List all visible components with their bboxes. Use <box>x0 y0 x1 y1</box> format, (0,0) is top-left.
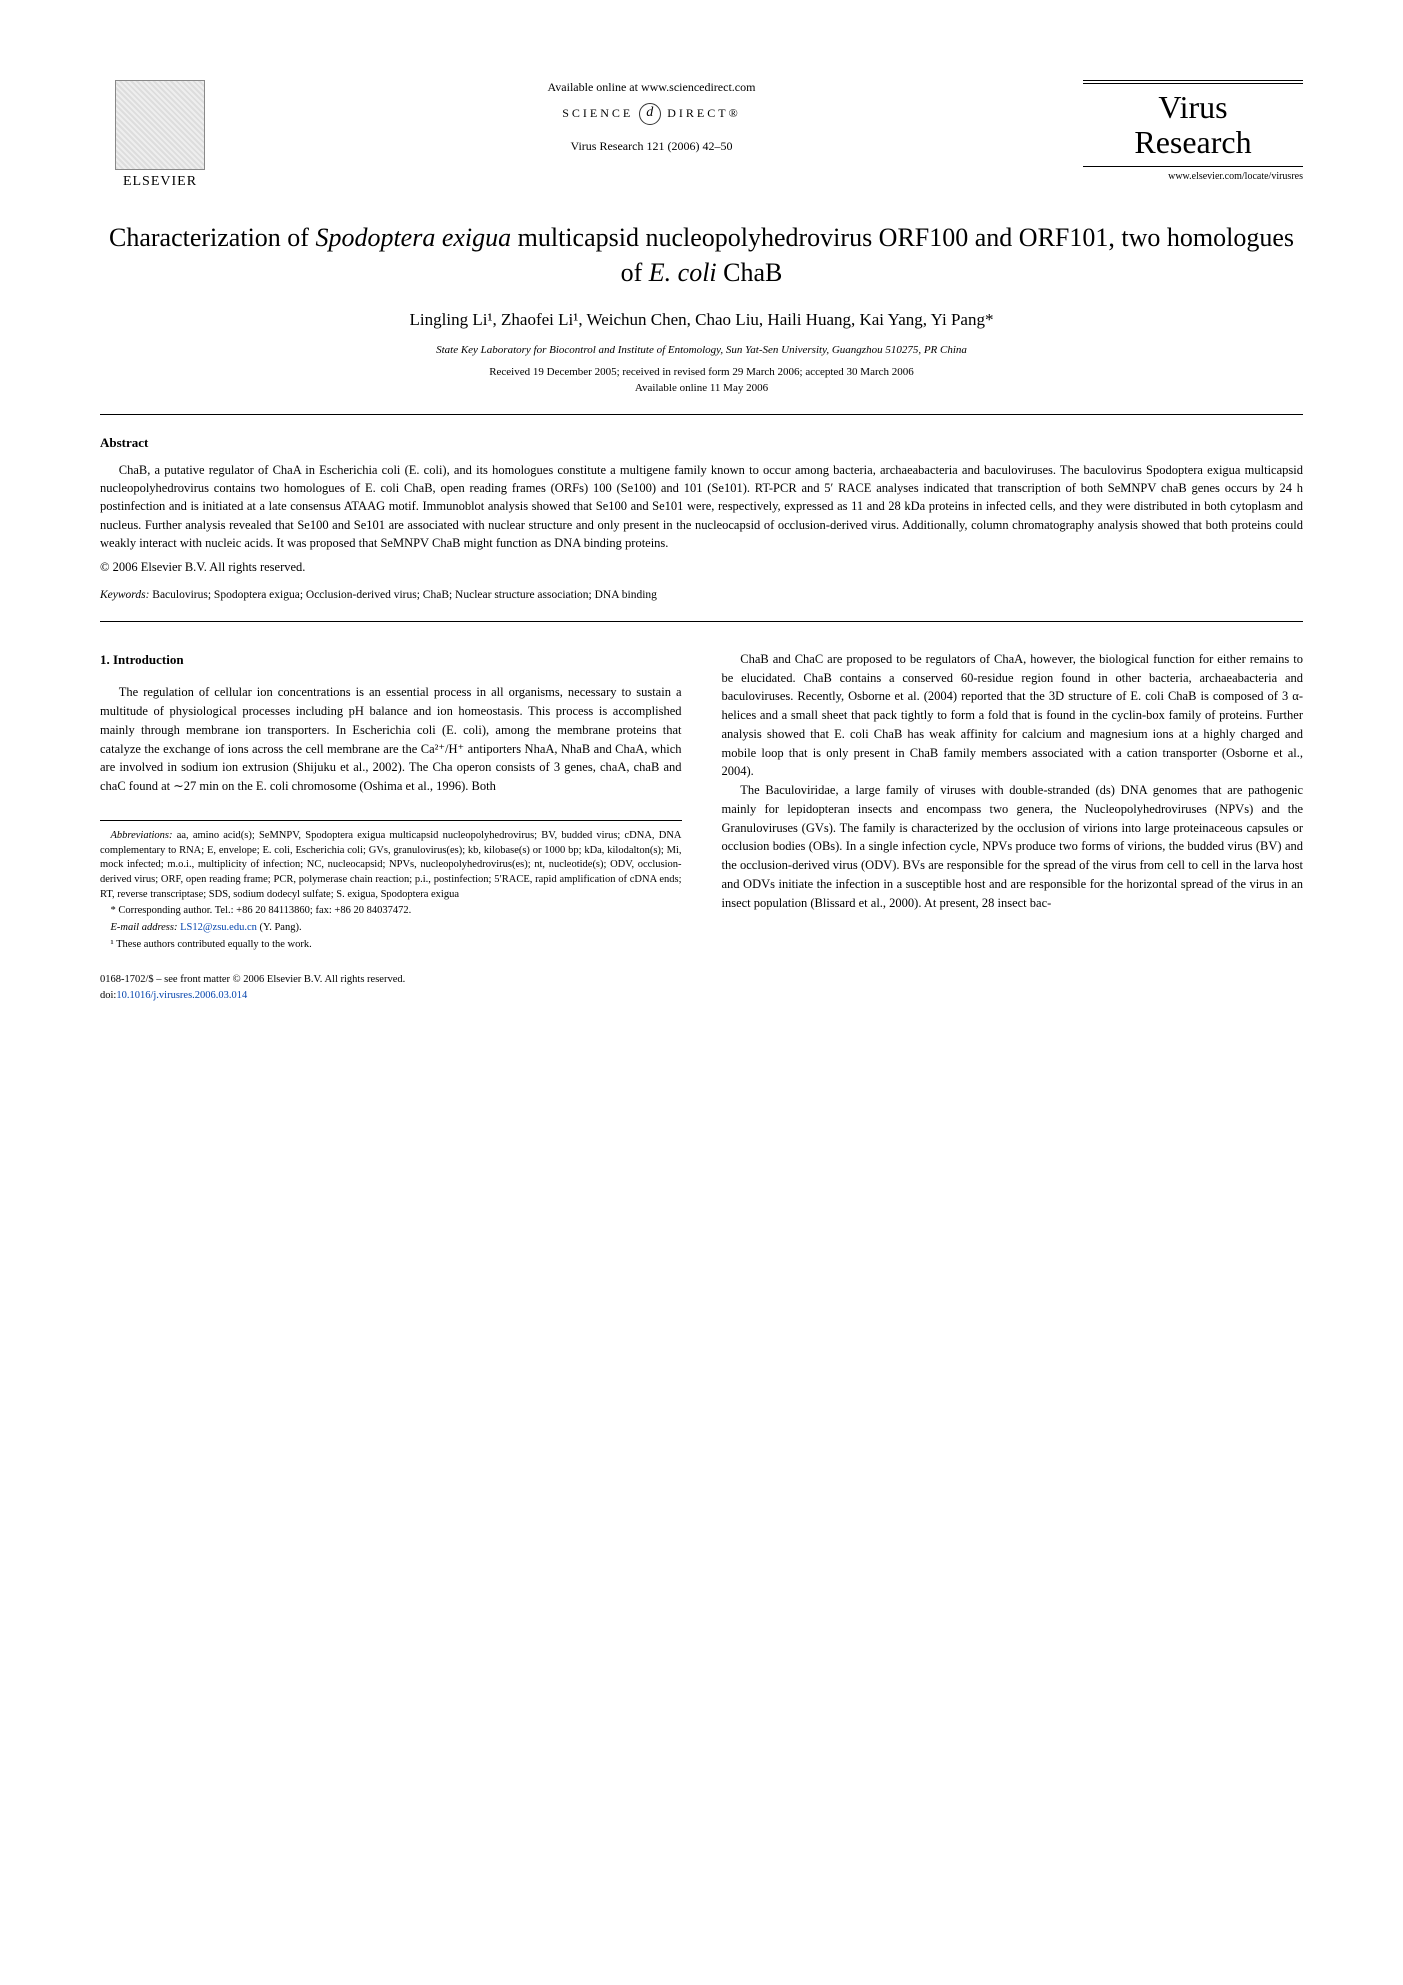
title-post: ChaB <box>717 258 783 287</box>
corresponding-author: * Corresponding author. Tel.: +86 20 841… <box>100 904 682 919</box>
email-suffix: (Y. Pang). <box>259 922 301 933</box>
col1-paragraph-1: The regulation of cellular ion concentra… <box>100 683 682 796</box>
email-line: E-mail address: LS12@zsu.edu.cn (Y. Pang… <box>100 921 682 936</box>
abstract-copyright: © 2006 Elsevier B.V. All rights reserved… <box>100 560 1303 575</box>
affiliation: State Key Laboratory for Biocontrol and … <box>100 344 1303 356</box>
doi-label: doi: <box>100 990 116 1001</box>
elsevier-tree-icon <box>115 80 205 170</box>
divider-1 <box>100 414 1303 415</box>
body-two-columns: 1. Introduction The regulation of cellul… <box>100 650 1303 1004</box>
doi-line: doi:10.1016/j.virusres.2006.03.014 <box>100 988 682 1004</box>
sciencedirect-logo: SCIENCE DIRECT® <box>548 103 756 125</box>
equal-contribution-note: ¹ These authors contributed equally to t… <box>100 938 682 953</box>
elsevier-logo: ELSEVIER <box>100 80 220 190</box>
journal-url: www.elsevier.com/locate/virusres <box>1083 171 1303 182</box>
abbreviations-line: Abbreviations: aa, amino acid(s); SeMNPV… <box>100 829 682 902</box>
sciencedirect-circle-icon <box>639 103 661 125</box>
col2-paragraph-1: ChaB and ChaC are proposed to be regulat… <box>722 650 1304 781</box>
header-row: ELSEVIER Available online at www.science… <box>100 80 1303 190</box>
abbrev-text: aa, amino acid(s); SeMNPV, Spodoptera ex… <box>100 830 682 900</box>
sd-label-1: SCIENCE <box>562 106 633 120</box>
journal-logo-box: Virus Research www.elsevier.com/locate/v… <box>1083 80 1303 182</box>
column-right: ChaB and ChaC are proposed to be regulat… <box>722 650 1304 1004</box>
authors-list: Lingling Li¹, Zhaofei Li¹, Weichun Chen,… <box>100 310 1303 330</box>
online-date: Available online 11 May 2006 <box>100 382 1303 394</box>
abstract-text: ChaB, a putative regulator of ChaA in Es… <box>100 461 1303 552</box>
title-italic-2: E. coli <box>649 258 717 287</box>
page-container: ELSEVIER Available online at www.science… <box>0 0 1403 1064</box>
title-pre: Characterization of <box>109 223 315 252</box>
article-title: Characterization of Spodoptera exigua mu… <box>100 220 1303 290</box>
email-label: E-mail address: <box>111 922 178 933</box>
column-left: 1. Introduction The regulation of cellul… <box>100 650 682 1004</box>
title-italic-1: Spodoptera exigua <box>315 223 511 252</box>
available-online-text: Available online at www.sciencedirect.co… <box>548 80 756 95</box>
sd-label-2: DIRECT® <box>667 106 740 120</box>
keywords-text: Baculovirus; Spodoptera exigua; Occlusio… <box>152 589 657 601</box>
doi-link[interactable]: 10.1016/j.virusres.2006.03.014 <box>116 990 247 1001</box>
col2-paragraph-2: The Baculoviridae, a large family of vir… <box>722 781 1304 912</box>
title-mid: multicapsid nucleopolyhedrovirus ORF100 … <box>511 223 1294 287</box>
abbrev-label: Abbreviations: <box>111 830 173 841</box>
keywords-row: Keywords: Baculovirus; Spodoptera exigua… <box>100 589 1303 601</box>
footnotes-block: Abbreviations: aa, amino acid(s); SeMNPV… <box>100 820 682 953</box>
received-dates: Received 19 December 2005; received in r… <box>100 366 1303 378</box>
issn-line: 0168-1702/$ – see front matter © 2006 El… <box>100 972 682 988</box>
center-header: Available online at www.sciencedirect.co… <box>548 80 756 154</box>
abstract-heading: Abstract <box>100 435 1303 451</box>
journal-name-2: Research <box>1083 125 1303 160</box>
email-link[interactable]: LS12@zsu.edu.cn <box>180 922 257 933</box>
section-1-heading: 1. Introduction <box>100 650 682 670</box>
journal-reference: Virus Research 121 (2006) 42–50 <box>548 139 756 154</box>
keywords-label: Keywords: <box>100 589 149 601</box>
elsevier-label: ELSEVIER <box>123 174 197 190</box>
journal-title-box: Virus Research <box>1083 80 1303 167</box>
journal-name-1: Virus <box>1083 90 1303 125</box>
divider-2 <box>100 621 1303 622</box>
